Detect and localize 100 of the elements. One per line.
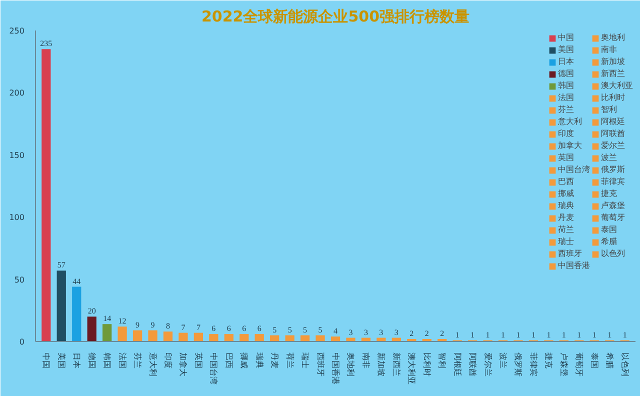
x-tick-label: 美国 xyxy=(56,352,66,368)
x-tick-label: 瑞典 xyxy=(254,352,264,368)
legend-label: 中国台湾 xyxy=(558,164,590,175)
x-tick-label: 瑞士 xyxy=(300,352,310,368)
legend-label: 瑞典 xyxy=(558,200,575,211)
data-label: 1 xyxy=(501,330,506,340)
data-label: 57 xyxy=(57,260,66,270)
data-label: 1 xyxy=(592,330,596,340)
x-tick-label: 新西兰 xyxy=(392,352,401,376)
data-label: 12 xyxy=(118,316,126,326)
data-label: 7 xyxy=(181,322,186,332)
y-tick-label: 100 xyxy=(9,213,25,222)
legend-label: 南非 xyxy=(601,44,618,55)
data-label: 44 xyxy=(72,276,81,286)
legend-label: 阿联酋 xyxy=(601,128,625,139)
x-tick-label: 西班牙 xyxy=(316,352,325,376)
data-label: 5 xyxy=(288,325,292,334)
legend-label: 挪威 xyxy=(558,188,575,199)
legend-label: 中国香港 xyxy=(558,260,590,271)
legend-label: 日本 xyxy=(558,56,575,67)
legend-label: 西班牙 xyxy=(558,248,582,259)
legend-label: 希腊 xyxy=(601,236,618,247)
x-tick-label: 日本 xyxy=(72,352,82,368)
data-label: 235 xyxy=(40,39,52,48)
legend-label: 巴西 xyxy=(558,176,575,187)
legend-label: 菲律宾 xyxy=(601,176,625,187)
x-tick-label: 巴西 xyxy=(224,352,234,368)
legend-label: 荷兰 xyxy=(558,224,575,235)
y-tick-label: 0 xyxy=(19,338,25,346)
x-tick-label: 奥地利 xyxy=(346,352,356,376)
data-label: 3 xyxy=(379,328,384,337)
x-tick-label: 智利 xyxy=(438,352,447,368)
legend-label: 以色列 xyxy=(601,248,625,259)
x-tick-label: 泰国 xyxy=(590,352,599,368)
legend-label: 印度 xyxy=(558,128,575,139)
x-tick-label: 阿根廷 xyxy=(452,352,462,376)
legend-label: 新加坡 xyxy=(601,56,625,67)
x-tick-label: 新加坡 xyxy=(376,352,386,376)
data-label: 9 xyxy=(136,320,140,330)
data-label: 5 xyxy=(272,325,277,334)
legend-label: 瑞士 xyxy=(558,236,575,247)
data-label: 1 xyxy=(531,330,536,340)
legend-label: 俄罗斯 xyxy=(601,164,625,175)
data-label: 20 xyxy=(88,306,96,316)
x-tick-label: 法国 xyxy=(118,352,127,368)
y-tick-label: 150 xyxy=(9,150,25,160)
x-tick-label: 菲律宾 xyxy=(528,352,538,376)
x-tick-label: 澳大利亚 xyxy=(407,352,416,384)
legend-label: 比利时 xyxy=(601,92,625,103)
y-tick-label: 50 xyxy=(14,275,25,284)
legend-label: 韩国 xyxy=(558,80,575,91)
data-label: 4 xyxy=(334,326,338,336)
data-label: 6 xyxy=(212,324,216,334)
legend-label: 波兰 xyxy=(601,152,618,163)
data-label: 1 xyxy=(470,330,475,340)
legend-label: 意大利 xyxy=(558,116,582,127)
data-label: 7 xyxy=(196,322,200,332)
x-tick-label: 以色列 xyxy=(620,352,630,376)
data-label: 6 xyxy=(242,324,246,334)
x-tick-label: 荷兰 xyxy=(285,352,294,368)
x-tick-label: 爱尔兰 xyxy=(483,352,492,376)
x-tick-label: 比利时 xyxy=(422,352,432,376)
x-tick-label: 俄罗斯 xyxy=(514,352,523,376)
data-label: 2 xyxy=(410,329,414,338)
x-tick-label: 印度 xyxy=(163,352,172,368)
data-label: 1 xyxy=(577,330,582,340)
legend-label: 德国 xyxy=(558,68,575,79)
x-tick-label: 芬兰 xyxy=(133,352,142,368)
y-tick-label: 250 xyxy=(9,26,25,36)
data-label: 1 xyxy=(562,330,566,340)
data-label: 1 xyxy=(455,330,460,340)
legend-label: 芬兰 xyxy=(558,104,575,115)
data-label: 3 xyxy=(364,328,368,337)
x-tick-label: 葡萄牙 xyxy=(574,352,584,376)
chart-title: 2022全球新能源企业500强排行榜数量 xyxy=(201,8,470,26)
legend-label: 新西兰 xyxy=(601,68,625,79)
x-tick-label: 丹麦 xyxy=(270,352,280,368)
legend-label: 智利 xyxy=(601,104,618,115)
legend-label: 澳大利亚 xyxy=(601,80,633,91)
data-label: 5 xyxy=(303,325,308,334)
legend-label: 法国 xyxy=(558,92,575,103)
legend-label: 阿根廷 xyxy=(601,116,625,127)
data-label: 1 xyxy=(516,330,520,340)
x-tick-label: 加拿大 xyxy=(178,352,188,376)
legend-label: 英国 xyxy=(558,152,575,163)
x-tick-label: 中国香港 xyxy=(331,352,340,384)
x-tick-label: 卢森堡 xyxy=(559,352,568,376)
x-tick-label: 挪威 xyxy=(240,352,249,368)
data-label: 3 xyxy=(394,328,398,337)
data-label: 9 xyxy=(150,320,155,330)
legend-label: 葡萄牙 xyxy=(601,212,625,223)
data-label: 3 xyxy=(348,328,353,337)
data-label: 1 xyxy=(486,330,490,340)
legend-label: 美国 xyxy=(558,44,575,55)
x-tick-label: 德国 xyxy=(87,352,96,368)
legend-label: 丹麦 xyxy=(558,212,575,223)
x-tick-label: 捷克 xyxy=(544,352,554,368)
data-label: 8 xyxy=(166,322,170,331)
data-label: 6 xyxy=(226,324,231,334)
legend-label: 捷克 xyxy=(601,188,618,199)
